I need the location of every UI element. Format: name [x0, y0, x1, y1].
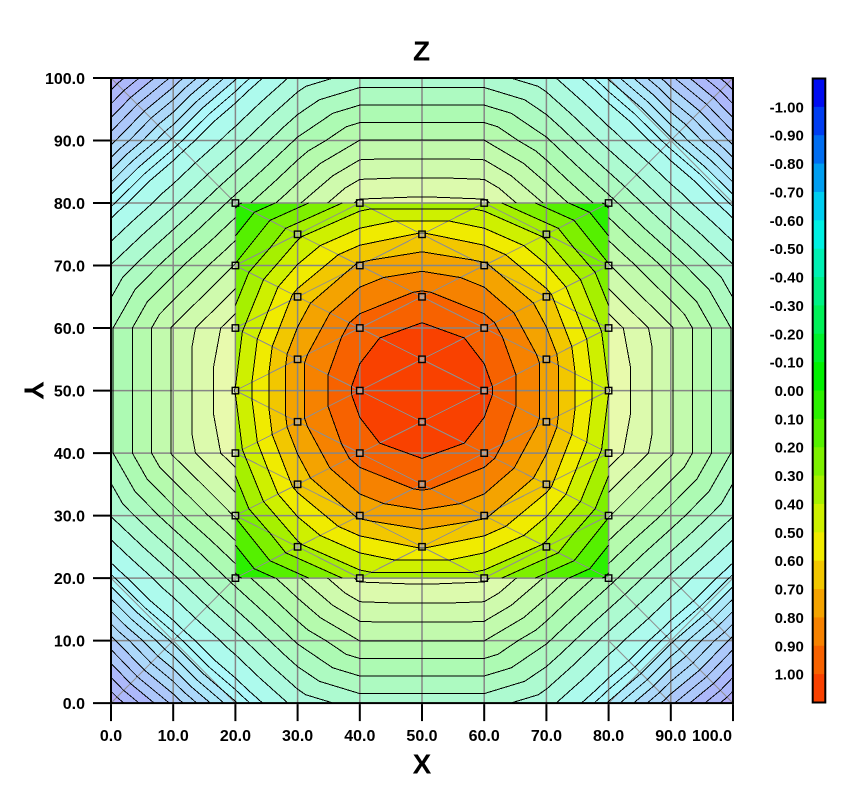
- svg-text:Y: Y: [19, 381, 50, 400]
- svg-text:0.0: 0.0: [63, 696, 85, 713]
- svg-text:-0.10: -0.10: [770, 355, 804, 372]
- svg-text:30.0: 30.0: [282, 728, 313, 745]
- svg-text:40.0: 40.0: [344, 728, 375, 745]
- svg-text:0.70: 0.70: [775, 582, 804, 599]
- svg-text:-0.30: -0.30: [770, 298, 804, 315]
- svg-text:80.0: 80.0: [54, 196, 85, 213]
- svg-text:0.00: 0.00: [775, 383, 804, 400]
- svg-text:0.80: 0.80: [775, 610, 804, 627]
- svg-text:-0.50: -0.50: [770, 241, 804, 258]
- svg-text:50.0: 50.0: [406, 728, 437, 745]
- svg-text:10.0: 10.0: [54, 634, 85, 651]
- svg-text:10.0: 10.0: [158, 728, 189, 745]
- svg-text:30.0: 30.0: [54, 509, 85, 526]
- svg-text:Z: Z: [413, 36, 430, 67]
- svg-text:-0.80: -0.80: [770, 156, 804, 173]
- svg-text:X: X: [413, 749, 432, 780]
- svg-text:-0.90: -0.90: [770, 128, 804, 145]
- svg-text:-0.60: -0.60: [770, 213, 804, 230]
- svg-text:40.0: 40.0: [54, 446, 85, 463]
- svg-text:90.0: 90.0: [655, 728, 686, 745]
- svg-text:20.0: 20.0: [220, 728, 251, 745]
- svg-text:60.0: 60.0: [469, 728, 500, 745]
- svg-text:50.0: 50.0: [54, 384, 85, 401]
- svg-text:0.0: 0.0: [100, 728, 122, 745]
- svg-text:0.40: 0.40: [775, 497, 804, 514]
- svg-text:100.0: 100.0: [692, 728, 732, 745]
- svg-text:0.50: 0.50: [775, 525, 804, 542]
- svg-text:0.90: 0.90: [775, 638, 804, 655]
- svg-text:-0.70: -0.70: [770, 185, 804, 202]
- svg-text:-1.00: -1.00: [770, 99, 804, 116]
- svg-text:0.30: 0.30: [775, 468, 804, 485]
- svg-text:0.60: 0.60: [775, 553, 804, 570]
- svg-text:80.0: 80.0: [593, 728, 624, 745]
- svg-text:70.0: 70.0: [531, 728, 562, 745]
- svg-text:90.0: 90.0: [54, 134, 85, 151]
- svg-text:100.0: 100.0: [45, 71, 85, 88]
- svg-text:0.20: 0.20: [775, 440, 804, 457]
- svg-text:1.00: 1.00: [775, 667, 804, 684]
- svg-text:0.10: 0.10: [775, 411, 804, 428]
- svg-text:-0.40: -0.40: [770, 270, 804, 287]
- svg-text:20.0: 20.0: [54, 571, 85, 588]
- svg-text:-0.20: -0.20: [770, 326, 804, 343]
- svg-text:70.0: 70.0: [54, 259, 85, 276]
- svg-text:60.0: 60.0: [54, 321, 85, 338]
